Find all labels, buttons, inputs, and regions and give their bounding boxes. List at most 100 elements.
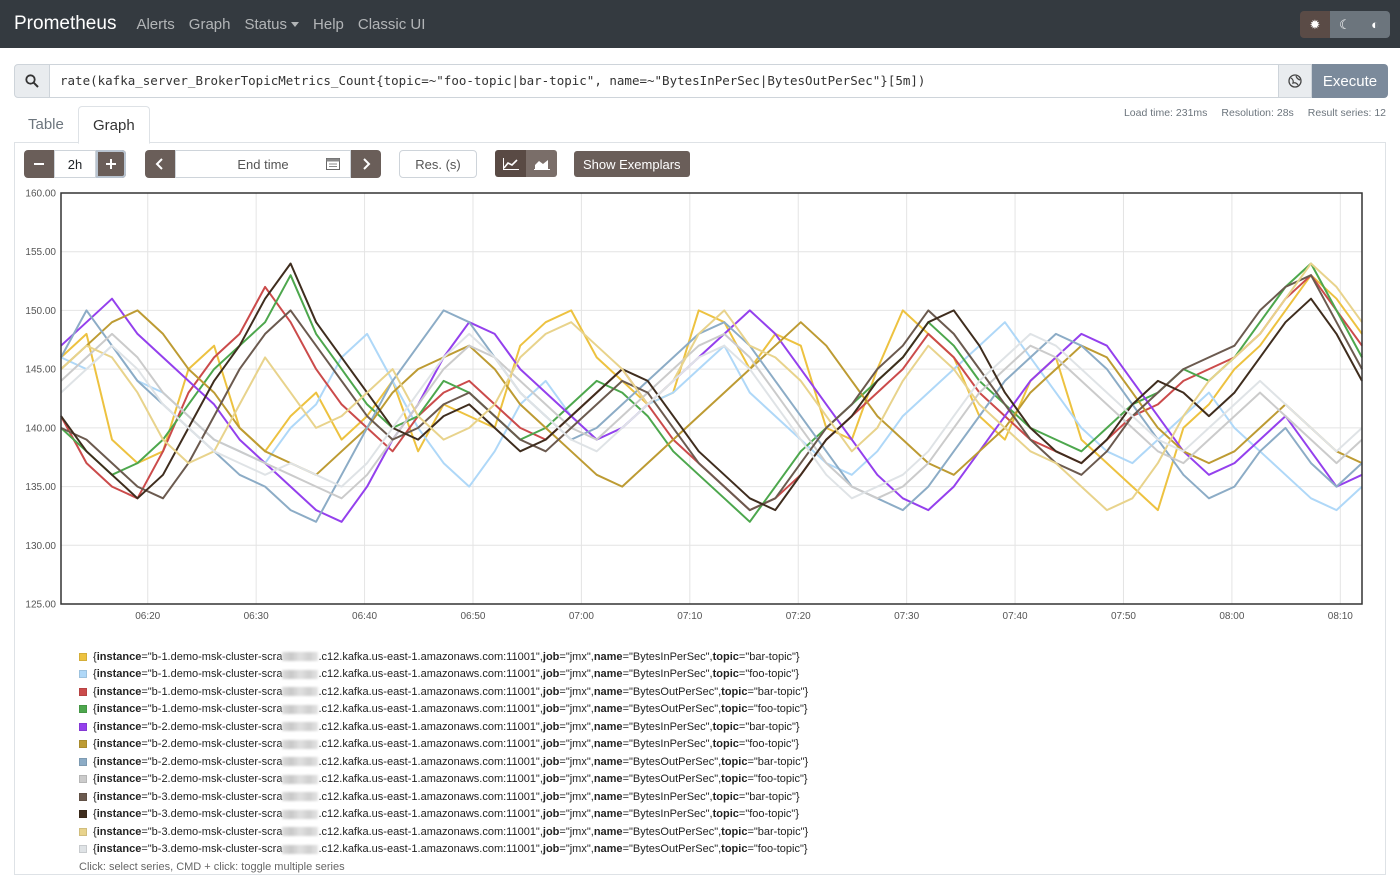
series-line-2[interactable] bbox=[60, 321, 1363, 512]
time-series-chart[interactable]: 125.00 130.00 135.00 140.00 145.00 150.00 155.… bbox=[0, 180, 1400, 630]
calendar-icon[interactable] bbox=[326, 158, 340, 173]
end-time-placeholder: End time bbox=[237, 156, 289, 172]
time-back-button[interactable] bbox=[145, 150, 175, 178]
series-line-10[interactable] bbox=[60, 262, 1363, 512]
legend-topic-value: ="foo-topic"} bbox=[747, 843, 808, 856]
legend-item[interactable]: {instance ="b-3.demo-msk-cluster-scra .c12… bbox=[79, 841, 979, 859]
search-icon[interactable] bbox=[14, 64, 50, 98]
redacted-text bbox=[282, 792, 319, 802]
legend-brace: { bbox=[93, 790, 97, 803]
range-increase-button[interactable] bbox=[96, 150, 126, 178]
legend-item[interactable]: {instance ="b-1.demo-msk-cluster-scra .c12… bbox=[79, 666, 979, 684]
x-tick-label: 07:10 bbox=[677, 611, 702, 622]
series-line-6[interactable] bbox=[60, 309, 1363, 488]
series-line-5[interactable] bbox=[60, 297, 1363, 523]
legend-instance-post: .c12.kafka.us-east-1.amazonaws.com:11001… bbox=[318, 843, 543, 856]
legend-topic-value: ="foo-topic"} bbox=[738, 738, 799, 751]
sun-icon[interactable]: ✹ bbox=[1300, 11, 1330, 38]
legend-swatch bbox=[79, 775, 87, 784]
nav-help[interactable]: Help bbox=[313, 15, 344, 33]
legend-instance-pre: ="b-2.demo-msk-cluster-scra bbox=[141, 738, 283, 751]
legend-item[interactable]: {instance ="b-1.demo-msk-cluster-scra .c12… bbox=[79, 683, 979, 701]
brand-logo[interactable]: Prometheus bbox=[14, 13, 117, 34]
x-tick-label: 06:50 bbox=[460, 611, 485, 622]
range-decrease-button[interactable] bbox=[24, 150, 54, 178]
resolution-input[interactable]: Res. (s) bbox=[399, 150, 477, 178]
legend-topic-value: ="bar-topic"} bbox=[747, 755, 809, 768]
nav-status-label: Status bbox=[244, 15, 288, 33]
legend-item[interactable]: {instance ="b-1.demo-msk-cluster-scra .c12… bbox=[79, 701, 979, 719]
legend-name-value: ="BytesOutPerSec", bbox=[622, 843, 722, 856]
legend-item[interactable]: {instance ="b-2.demo-msk-cluster-scra .c12… bbox=[79, 718, 979, 736]
stacked-chart-icon[interactable] bbox=[526, 150, 557, 177]
show-exemplars-button[interactable]: Show Exemplars bbox=[574, 151, 690, 177]
resolution: Resolution: 28s bbox=[1221, 107, 1294, 119]
legend-key-instance: instance bbox=[96, 755, 142, 768]
legend-swatch bbox=[79, 670, 87, 679]
legend-key-topic: topic bbox=[712, 668, 739, 681]
end-time-input[interactable]: End time bbox=[175, 150, 351, 178]
chart-series-lines[interactable] bbox=[60, 262, 1363, 523]
legend-item[interactable]: {instance ="b-2.demo-msk-cluster-scra .c12… bbox=[79, 753, 979, 771]
legend-job-value: ="jmx", bbox=[559, 685, 594, 698]
range-input[interactable]: 2h bbox=[54, 150, 96, 178]
y-tick-label: 155.00 bbox=[25, 247, 56, 258]
adjust-icon[interactable]: ◐ bbox=[1360, 11, 1390, 38]
nav-status[interactable]: Status bbox=[245, 16, 300, 33]
y-axis-ticks: 125.00 130.00 135.00 140.00 145.00 150.00 155.… bbox=[25, 189, 56, 611]
series-line-7[interactable] bbox=[60, 309, 1363, 523]
legend-key-name: name bbox=[593, 685, 623, 698]
series-line-11[interactable] bbox=[60, 262, 1363, 512]
legend-key-topic: topic bbox=[712, 790, 739, 803]
series-line-1[interactable] bbox=[60, 274, 1363, 512]
y-tick-label: 130.00 bbox=[25, 541, 56, 552]
legend-item[interactable]: {instance ="b-2.demo-msk-cluster-scra .c12… bbox=[79, 771, 979, 789]
legend-key-name: name bbox=[593, 738, 623, 751]
legend-key-topic: topic bbox=[721, 703, 748, 716]
x-axis-ticks: 06:20 06:30 06:40 06:50 07:00 07:10 07:20 07:30… bbox=[135, 611, 1353, 622]
legend-item[interactable]: {instance ="b-3.demo-msk-cluster-scra .c12… bbox=[79, 823, 979, 841]
legend-hint: Click: select series, CMD + click: toggl… bbox=[79, 861, 345, 873]
legend-swatch bbox=[79, 652, 87, 661]
legend-key-job: job bbox=[542, 720, 560, 733]
result-series: Result series: 12 bbox=[1307, 107, 1386, 119]
legend-swatch bbox=[79, 792, 87, 801]
series-line-9[interactable] bbox=[60, 274, 1363, 512]
tab-table[interactable]: Table bbox=[28, 116, 64, 133]
x-tick-label: 07:30 bbox=[894, 611, 919, 622]
nav-graph[interactable]: Graph bbox=[188, 15, 231, 33]
nav-alerts[interactable]: Alerts bbox=[136, 15, 175, 33]
legend-job-value: ="jmx", bbox=[559, 790, 594, 803]
tab-graph[interactable]: Graph bbox=[78, 106, 150, 144]
legend-brace: { bbox=[93, 825, 97, 838]
legend-brace: { bbox=[93, 685, 97, 698]
line-chart-icon[interactable] bbox=[495, 150, 526, 177]
legend-item[interactable]: {instance ="b-3.demo-msk-cluster-scra .c12… bbox=[79, 788, 979, 806]
metrics-explorer-icon[interactable] bbox=[1278, 64, 1312, 98]
series-line-12[interactable] bbox=[60, 332, 1363, 500]
legend-instance-post: .c12.kafka.us-east-1.amazonaws.com:11001… bbox=[318, 755, 543, 768]
legend-swatch bbox=[79, 810, 87, 819]
x-tick-label: 06:40 bbox=[352, 611, 377, 622]
legend-item[interactable]: {instance ="b-3.demo-msk-cluster-scra .c12… bbox=[79, 806, 979, 824]
moon-icon[interactable]: ☾ bbox=[1330, 11, 1360, 38]
legend-brace: { bbox=[93, 808, 97, 821]
legend-key-topic: topic bbox=[721, 825, 748, 838]
legend-key-job: job bbox=[542, 773, 560, 786]
legend-key-name: name bbox=[593, 703, 623, 716]
legend-item[interactable]: {instance ="b-1.demo-msk-cluster-scra .c12… bbox=[79, 648, 979, 666]
nav-classic-ui[interactable]: Classic UI bbox=[357, 15, 426, 33]
expression-input[interactable]: rate(kafka_server_BrokerTopicMetrics_Cou… bbox=[50, 64, 1278, 98]
legend-topic-value: ="bar-topic"} bbox=[738, 720, 800, 733]
legend-instance-pre: ="b-3.demo-msk-cluster-scra bbox=[141, 808, 283, 821]
legend-key-topic: topic bbox=[712, 808, 739, 821]
legend-topic-value: ="foo-topic"} bbox=[738, 668, 799, 681]
time-forward-button[interactable] bbox=[351, 150, 381, 178]
legend-topic-value: ="foo-topic"} bbox=[738, 808, 799, 821]
legend-key-topic: topic bbox=[721, 843, 748, 856]
execute-button[interactable]: Execute bbox=[1312, 64, 1388, 98]
chart-type-group bbox=[495, 150, 557, 178]
legend-key-job: job bbox=[542, 790, 560, 803]
legend-item[interactable]: {instance ="b-2.demo-msk-cluster-scra .c12… bbox=[79, 736, 979, 754]
legend-job-value: ="jmx", bbox=[559, 703, 594, 716]
